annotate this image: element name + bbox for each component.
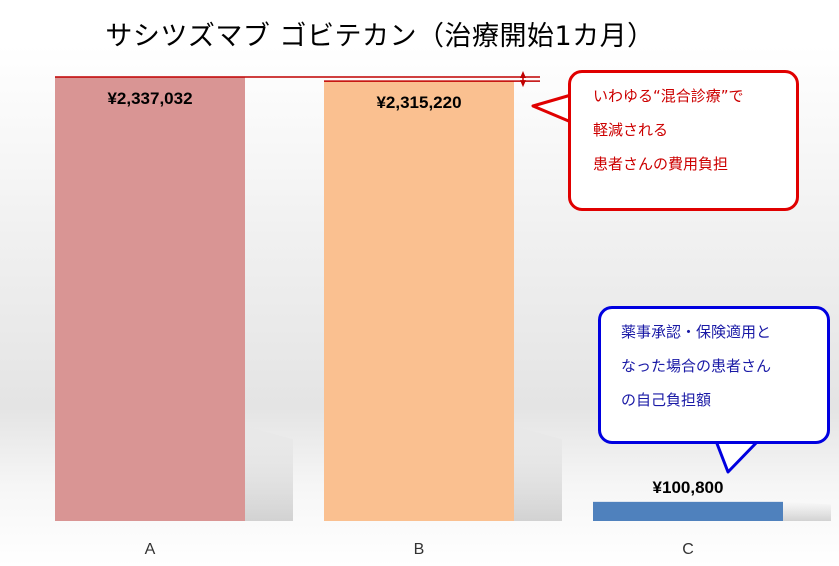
callout-red-line-1: いわゆる“混合診療”で (593, 87, 744, 105)
callout-blue-tail (714, 439, 760, 474)
reference-lines (55, 70, 540, 88)
mixed-care-callout: いわゆる“混合診療”で 軽減される 患者さんの費用負担 (568, 70, 799, 211)
value-label: ¥2,315,220 (376, 93, 461, 112)
bar-shadow (245, 426, 293, 521)
callout-tails (531, 93, 760, 474)
x-tick-label: B (414, 541, 425, 558)
difference-arrow-up (520, 70, 526, 78)
chart-title: サシツズマブ ゴビテカン（治療開始1カ月） (105, 21, 655, 52)
difference-arrow-down (520, 80, 526, 88)
x-tick-label: C (682, 541, 694, 558)
bar-shadows (245, 426, 831, 521)
bar (55, 76, 245, 521)
bars-group (55, 76, 783, 521)
bar-shadow (783, 501, 831, 521)
callout-blue-line-2: なった場合の患者さん (621, 357, 772, 375)
callout-red-tail (531, 93, 573, 124)
x-axis-ticks: A B C (145, 541, 694, 558)
bar (324, 81, 514, 521)
callout-blue-line-3: の自己負担額 (621, 391, 712, 409)
value-label: ¥2,337,032 (107, 89, 192, 108)
bar (593, 501, 783, 521)
callout-blue-line-1: 薬事承認・保険適用と (621, 323, 772, 341)
callout-red-line-3: 患者さんの費用負担 (593, 155, 729, 173)
bar-shadow (514, 426, 562, 521)
x-tick-label: A (145, 541, 156, 558)
value-label: ¥100,800 (653, 478, 724, 497)
value-labels: ¥2,337,032 ¥2,315,220 ¥100,800 (107, 89, 723, 497)
callout-red-line-2: 軽減される (593, 121, 669, 139)
insurance-copay-callout: 薬事承認・保険適用と なった場合の患者さん の自己負担額 (598, 306, 830, 444)
